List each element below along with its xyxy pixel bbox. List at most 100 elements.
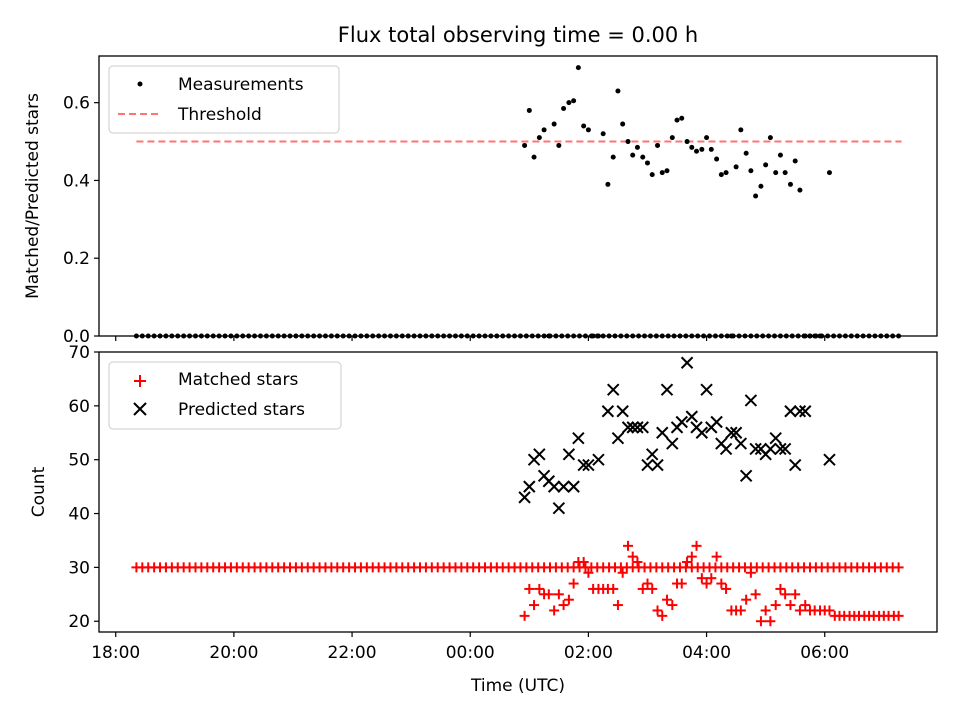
measurement-point xyxy=(718,172,724,178)
ratio-y-tick-label: 0.6 xyxy=(63,94,90,114)
legend-label-matched: Matched stars xyxy=(178,370,298,390)
matched-stars-point xyxy=(617,567,628,578)
x-tick-label: 06:00 xyxy=(800,643,849,663)
matched-stars-point xyxy=(627,551,638,562)
matched-stars-point xyxy=(745,567,756,578)
predicted-stars-point xyxy=(710,415,723,429)
predicted-stars-point xyxy=(533,448,546,461)
matched-stars-point xyxy=(686,551,697,562)
measurement-point xyxy=(826,170,832,176)
measurement-point xyxy=(767,135,773,141)
matched-stars-point xyxy=(785,600,796,611)
measurement-point xyxy=(644,160,650,166)
matched-stars-point xyxy=(568,578,579,589)
measurement-point xyxy=(792,158,798,164)
measurement-point xyxy=(522,142,528,148)
predicted-stars-point xyxy=(577,458,590,472)
count-y-tick-label: 60 xyxy=(68,397,90,417)
predicted-stars-point xyxy=(592,453,605,466)
matched-stars-point xyxy=(534,583,545,594)
measurement-point xyxy=(674,117,680,123)
matched-stars-point xyxy=(691,540,702,551)
measurement-point xyxy=(782,170,788,176)
count-panel: 20 30 40 50 60 70 18:00 20:00 22:00 00:00 02:00 04… xyxy=(29,343,938,696)
count-y-axis-label: Count xyxy=(29,466,49,517)
predicted-stars-point xyxy=(725,426,738,439)
predicted-stars-point xyxy=(729,426,743,439)
predicted-stars-point xyxy=(734,437,748,450)
matched-stars-point xyxy=(583,567,594,578)
matched-stars-point xyxy=(750,589,761,600)
measurement-point xyxy=(610,154,616,160)
predicted-stars-point xyxy=(823,453,836,466)
measurement-point xyxy=(571,98,577,104)
measurement-point xyxy=(738,127,744,133)
measurement-point xyxy=(541,127,547,133)
measurement-point xyxy=(620,121,626,127)
matched-stars-point xyxy=(696,573,707,584)
measurement-point xyxy=(748,168,754,174)
measurement-point xyxy=(649,172,655,178)
matched-stars-point xyxy=(755,616,766,627)
predicted-stars-point xyxy=(518,491,531,504)
ratio-y-tick-label: 0.0 xyxy=(63,327,90,347)
predicted-stars-point xyxy=(601,405,615,418)
matched-stars-point xyxy=(760,605,771,616)
matched-stars-point xyxy=(770,600,781,611)
predicted-stars-point xyxy=(764,442,777,456)
measurement-point xyxy=(763,162,769,168)
measurement-point xyxy=(605,181,611,187)
predicted-stars-point xyxy=(562,448,576,461)
count-legend-box xyxy=(108,361,342,430)
predicted-stars-point xyxy=(680,356,694,369)
predicted-stars-point xyxy=(626,421,639,434)
measurement-point xyxy=(743,150,749,156)
matched-stars-point xyxy=(893,610,904,621)
x-tick-label: 00:00 xyxy=(446,643,495,663)
measurement-point xyxy=(708,146,714,152)
chart-title: Flux total observing time = 0.00 h xyxy=(338,23,698,47)
predicted-stars-point xyxy=(774,442,787,456)
measurement-point xyxy=(615,88,621,94)
matched-stars-point xyxy=(794,605,805,616)
x-tick-label: 20:00 xyxy=(209,643,258,663)
measurement-point xyxy=(714,156,720,162)
measurement-point xyxy=(556,142,562,148)
matched-stars-point xyxy=(524,583,535,594)
measurement-point xyxy=(704,135,710,141)
predicted-stars-point xyxy=(646,448,659,461)
matched-stars-point xyxy=(765,616,776,627)
count-y-axis: 20 30 40 50 60 70 xyxy=(68,343,99,632)
predicted-stars-point xyxy=(660,383,674,396)
measurement-point xyxy=(536,135,542,141)
matched-stars-point xyxy=(647,583,658,594)
measurement-point xyxy=(787,181,793,187)
matched-stars-point xyxy=(780,589,791,600)
legend-label-threshold: Threshold xyxy=(177,105,262,125)
x-tick-label: 18:00 xyxy=(91,643,140,663)
predicted-stars-point xyxy=(695,426,709,439)
measurement-point xyxy=(531,154,537,160)
predicted-stars-point xyxy=(656,426,669,439)
measurement-point xyxy=(669,135,675,141)
count-y-tick-label: 30 xyxy=(68,558,90,578)
ratio-legend-box xyxy=(108,65,340,134)
ratio-y-tick-label: 0.2 xyxy=(63,249,90,269)
matched-stars-point xyxy=(775,583,786,594)
legend-marker-matched xyxy=(134,375,146,387)
measurement-point xyxy=(723,170,729,176)
matched-stars-point xyxy=(661,594,672,605)
matched-stars-point xyxy=(608,583,619,594)
matched-stars-point xyxy=(553,589,564,600)
predicted-stars-point xyxy=(631,421,644,434)
count-y-tick-label: 40 xyxy=(68,505,90,525)
ratio-plot-frame xyxy=(98,55,938,337)
x-tick-label: 02:00 xyxy=(564,643,613,663)
count-y-tick-label: 50 xyxy=(68,451,90,471)
ratio-points xyxy=(133,65,902,339)
measurement-point xyxy=(777,152,783,158)
ratio-y-axis-label: Matched/Predicted stars xyxy=(23,93,43,299)
predicted-stars-point xyxy=(523,480,536,493)
predicted-stars-point xyxy=(616,405,629,418)
legend-marker-measurements xyxy=(137,81,143,87)
